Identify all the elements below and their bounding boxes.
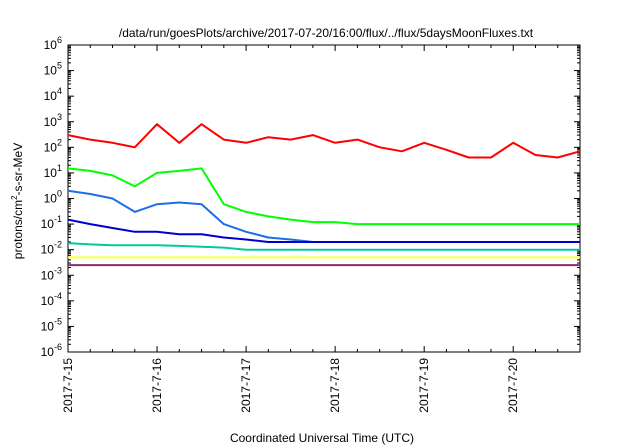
y-tick-label: 10-5	[41, 316, 62, 333]
y-tick-label: 100	[44, 189, 62, 206]
x-tick-label: 2017-7-19	[417, 358, 431, 413]
x-tick-label: 2017-7-20	[506, 358, 520, 413]
y-tick-label: 10-2	[41, 240, 62, 257]
y-tick-label: 10-1	[41, 214, 62, 231]
series-line-2	[67, 167, 580, 226]
series-line-5	[67, 242, 580, 251]
y-axis-label-text: protons/cm2-s-sr-MeV	[10, 143, 25, 259]
y-tick-label: 103	[44, 112, 62, 129]
y-tick-label: 101	[44, 163, 62, 180]
x-tick-label: 2017-7-17	[239, 358, 253, 413]
y-axis-label-pre: protons/cm	[11, 200, 25, 259]
chart-title: /data/run/goesPlots/archive/2017-07-20/1…	[119, 26, 534, 40]
plot-frame	[67, 44, 581, 353]
y-tick-label: 10-4	[41, 291, 62, 308]
y-tick-label: 10-3	[41, 265, 62, 282]
y-tick-label: 106	[44, 35, 62, 52]
y-axis-label-post: -s-sr-MeV	[11, 143, 25, 196]
x-tick-label: 2017-7-16	[150, 358, 164, 413]
y-tick-label: 102	[44, 137, 62, 154]
y-tick-label: 10-6	[41, 342, 62, 359]
plot-area: 10-6 10-5 10-4 10-3 10-2 10-1 100 101 102 103 104 1…	[41, 35, 581, 413]
series-line-1	[67, 123, 581, 159]
x-tick-label: 2017-7-18	[328, 358, 342, 413]
series-line-3	[67, 189, 580, 243]
x-axis-label: Coordinated Universal Time (UTC)	[230, 431, 414, 445]
x-tick-label: 2017-7-15	[61, 358, 75, 413]
y-tick-label: 104	[44, 86, 62, 103]
y-tick-label: 105	[44, 61, 62, 78]
series-line-4	[67, 218, 580, 243]
y-axis-label-sup: 2	[10, 195, 19, 200]
y-axis-label: protons/cm2-s-sr-MeV	[10, 143, 25, 259]
